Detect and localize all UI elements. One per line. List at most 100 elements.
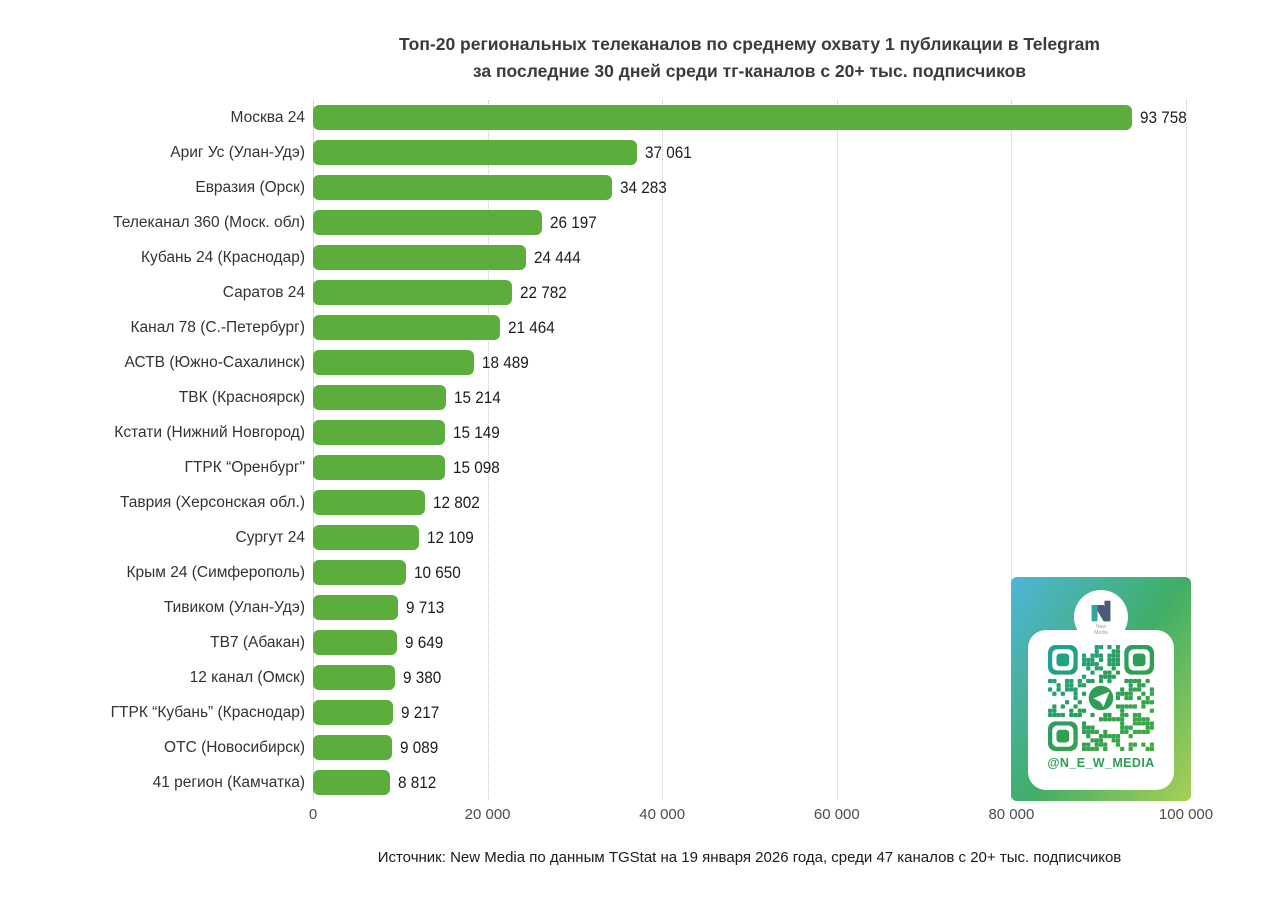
bar-row: ГТРК “Оренбург" 15 098 (0, 450, 1280, 485)
bar (313, 560, 406, 585)
value-label: 9 713 (405, 598, 445, 617)
value-label: 34 283 (620, 178, 668, 197)
value-label: 8 812 (397, 773, 437, 792)
bar-row: 12 канал (Омск) 9 380 (0, 660, 1280, 695)
category-label: Телеканал 360 (Моск. обл) (113, 214, 305, 231)
bar-row: Сургут 24 12 109 (0, 520, 1280, 555)
value-label: 15 098 (452, 458, 500, 477)
value-label: 37 061 (644, 143, 692, 162)
category-label: Сургут 24 (235, 529, 305, 546)
bar-row: ТВК (Красноярск) 15 214 (0, 380, 1280, 415)
bar (313, 700, 394, 725)
category-label: 12 канал (Омск) (189, 669, 305, 686)
value-label: 9 380 (402, 668, 442, 687)
bar (313, 455, 445, 480)
bar (313, 175, 613, 200)
category-label: Москва 24 (230, 109, 305, 126)
new-media-n-icon (1091, 600, 1111, 621)
category-label: Канал 78 (С.-Петербург) (130, 319, 305, 336)
bar-row: Москва 24 93 758 (0, 100, 1280, 135)
category-label: Саратов 24 (222, 284, 305, 301)
category-label: 41 регион (Камчатка) (152, 774, 305, 791)
bar-row: Таврия (Херсонская обл.) 12 802 (0, 485, 1280, 520)
value-label: 9 649 (405, 633, 444, 652)
bar-row: Ариг Ус (Улан-Удэ) 37 061 (0, 135, 1280, 170)
category-label: Кубань 24 (Краснодар) (140, 249, 305, 266)
bar (313, 595, 398, 620)
logo-caption-line1: New (1095, 623, 1106, 630)
value-label: 15 214 (453, 388, 501, 407)
x-axis: 0 20 000 40 000 60 000 80 000 100 000 (309, 806, 1213, 828)
x-tick-label: 0 (308, 806, 318, 823)
bar (313, 735, 393, 760)
bar-row: 41 регион (Камчатка) 8 812 (0, 765, 1280, 800)
chart-title-line1: Топ-20 региональных телеканалов по средн… (399, 34, 1100, 54)
bar (313, 630, 398, 655)
value-label: 22 782 (519, 283, 567, 302)
qr-widget: New Media @N_E_W_MEDIA (1011, 577, 1191, 801)
x-tick-label: 80 000 (988, 806, 1035, 823)
category-label: ТВК (Красноярск) (178, 389, 305, 406)
category-label: Евразия (Орск) (195, 179, 305, 196)
telegram-qr-code (1048, 645, 1154, 751)
bar (313, 280, 512, 305)
new-media-logo: New Media (1074, 590, 1128, 644)
x-tick-label: 20 000 (464, 806, 511, 823)
bar-row: Евразия (Орск) 34 283 (0, 170, 1280, 205)
bar (313, 490, 425, 515)
bar (313, 105, 1132, 130)
category-label: Крым 24 (Симферополь) (126, 564, 305, 581)
chart-title-line2: за последние 30 дней среди тг-каналов с … (472, 61, 1027, 81)
bar (313, 350, 475, 375)
bar-row: ТВ7 (Абакан) 9 649 (0, 625, 1280, 660)
bar-row: Саратов 24 22 782 (0, 275, 1280, 310)
bar-row: АСТВ (Южно-Сахалинск) 18 489 (0, 345, 1280, 380)
value-label: 10 650 (413, 563, 461, 582)
bar (313, 210, 542, 235)
new-media-logo-caption: New Media (1094, 624, 1108, 636)
chart-title: Топ-20 региональных телеканалов по средн… (313, 31, 1186, 85)
telegram-handle: @N_E_W_MEDIA (1047, 756, 1155, 770)
category-label: ТВ7 (Абакан) (210, 634, 305, 651)
value-label: 26 197 (549, 213, 597, 232)
bar (313, 770, 390, 795)
gridline-0 (313, 100, 314, 800)
value-label: 12 802 (432, 493, 480, 512)
category-label: Кстати (Нижний Новгород) (114, 424, 305, 441)
bar-row: ОТС (Новосибирск) 9 089 (0, 730, 1280, 765)
gridline-60000 (836, 100, 838, 800)
category-label: Ариг Ус (Улан-Удэ) (170, 144, 305, 161)
category-label: ГТРК “Оренбург" (184, 459, 305, 476)
bar (313, 525, 419, 550)
value-label: 24 444 (534, 248, 582, 267)
value-label: 93 758 (1139, 108, 1187, 127)
plot-gridlines (313, 100, 1187, 800)
gridline-80000 (1011, 100, 1013, 800)
category-label: Таврия (Херсонская обл.) (120, 494, 305, 511)
bar (313, 420, 446, 445)
bar-row: Крым 24 (Симферополь) 10 650 (0, 555, 1280, 590)
bar-row: Кстати (Нижний Новгород) 15 149 (0, 415, 1280, 450)
bar-row: Канал 78 (С.-Петербург) 21 464 (0, 310, 1280, 345)
bar-row: Тивиком (Улан-Удэ) 9 713 (0, 590, 1280, 625)
bar (313, 140, 637, 165)
qr-card: @N_E_W_MEDIA (1028, 630, 1174, 790)
bar-row: Кубань 24 (Краснодар) 24 444 (0, 240, 1280, 275)
source-note: Источник: New Media по данным TGStat на … (377, 849, 1122, 866)
x-tick-label: 60 000 (813, 806, 860, 823)
gridline-40000 (662, 100, 664, 800)
value-label: 9 217 (401, 703, 440, 722)
category-label: ОТС (Новосибирск) (164, 739, 305, 756)
bar (313, 315, 501, 340)
x-tick-label: 100 000 (1158, 806, 1214, 823)
bar (313, 665, 395, 690)
logo-caption-line2: Media (1094, 629, 1108, 636)
bar (313, 385, 446, 410)
bar-row: Телеканал 360 (Моск. обл) 26 197 (0, 205, 1280, 240)
category-label: АСТВ (Южно-Сахалинск) (124, 354, 305, 371)
x-tick-label: 40 000 (639, 806, 686, 823)
bar (313, 245, 527, 270)
gridline-100000 (1186, 100, 1187, 800)
value-label: 12 109 (426, 528, 474, 547)
